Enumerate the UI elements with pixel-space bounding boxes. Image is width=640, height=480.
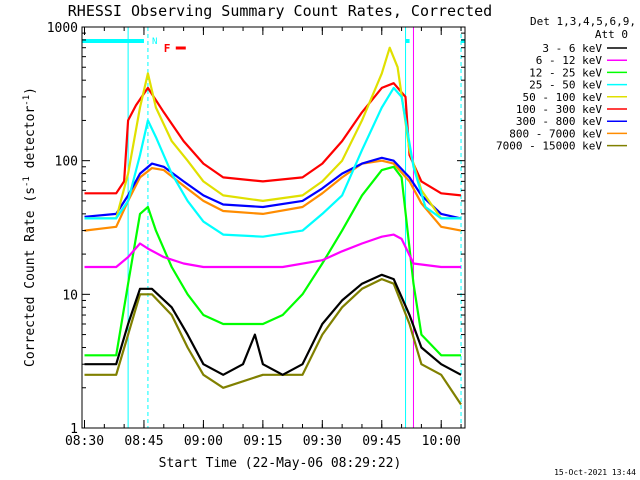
series-line xyxy=(84,165,461,357)
legend-subtitle: Att 0 xyxy=(595,28,628,41)
legend-label: 25 - 50 keV xyxy=(529,79,602,92)
legend-title: Det 1,3,4,5,6,9, xyxy=(530,15,636,28)
legend-label: 50 - 100 keV xyxy=(523,91,603,104)
flag-label: N xyxy=(152,37,157,47)
x-tick-label: 08:30 xyxy=(65,434,104,449)
x-tick-label: 10:00 xyxy=(422,434,461,449)
plot-area: N F 1 10 100 1000 08:30 08:45 09:00 09:15 09:30 09:… xyxy=(47,21,466,449)
y-axis-label-superscript: -1 xyxy=(22,95,32,106)
y-axis-label: Corrected Count Rate (s-1 detector-1) xyxy=(22,87,38,367)
legend-label: 3 - 6 keV xyxy=(542,42,602,55)
series-line xyxy=(84,46,461,220)
y-tick-label: 100 xyxy=(55,155,78,170)
timestamp: 15-Oct-2021 13:44 xyxy=(554,468,636,477)
axes-frame xyxy=(81,26,466,429)
legend-label: 6 - 12 keV xyxy=(536,54,603,67)
y-axis-label-superscript: -1 xyxy=(22,176,32,187)
y-axis-label-part: detector xyxy=(23,106,38,177)
x-tick-label: 09:30 xyxy=(303,434,342,449)
series-line xyxy=(84,278,462,406)
x-tick-label: 09:00 xyxy=(184,434,223,449)
x-axis-label: Start Time (22-May-06 08:29:22) xyxy=(159,456,402,471)
y-tick-label: 1000 xyxy=(47,21,78,36)
x-tick-label: 09:45 xyxy=(362,434,401,449)
y-tick-label: 10 xyxy=(62,288,78,303)
y-axis-label-part: ) xyxy=(23,87,38,95)
legend-label: 300 - 800 keV xyxy=(516,115,602,128)
legend-label: 7000 - 15000 keV xyxy=(496,140,602,153)
y-tick-label: 1 xyxy=(70,422,78,437)
legend-label: 12 - 25 keV xyxy=(529,66,602,79)
y-axis-label-part: Corrected Count Rate (s xyxy=(23,187,38,367)
series-line xyxy=(84,86,461,238)
series-line xyxy=(84,156,462,220)
legend-label: 100 - 300 keV xyxy=(516,103,602,116)
chart-title: RHESSI Observing Summary Count Rates, Co… xyxy=(68,2,492,20)
legend-label: 800 - 7000 keV xyxy=(509,127,602,140)
series-line xyxy=(84,273,462,376)
x-tick-label: 09:15 xyxy=(243,434,282,449)
series-line xyxy=(84,159,462,232)
x-tick-label: 08:45 xyxy=(124,434,163,449)
flag-label: F xyxy=(164,42,171,55)
series-line xyxy=(84,233,461,269)
